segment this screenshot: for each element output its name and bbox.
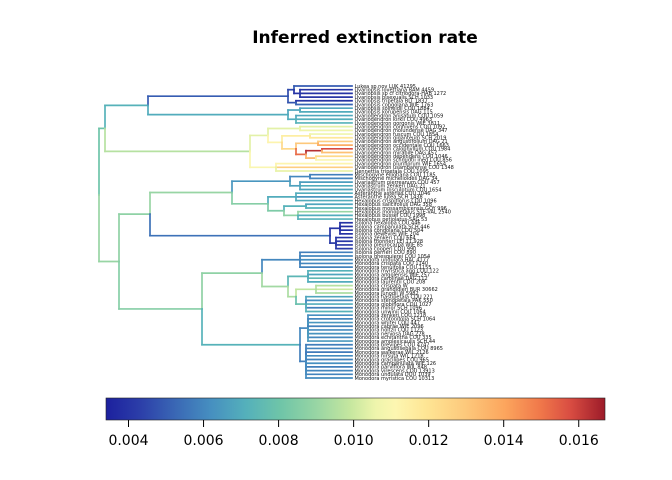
tip-label: Monodora unwinii COU 1064 xyxy=(355,309,426,315)
tip-label: Uvariodendron pluriflorum WIE 1654 xyxy=(355,161,447,167)
tip-label: Isolona pleurocarpa WIE 85 xyxy=(355,243,423,249)
tip-label: Lukea sp nov LUK 41295 xyxy=(355,84,416,90)
tip-label: Monodora junodii W 5982 xyxy=(355,291,419,297)
tip-label: Monodora walkerae WIL 2126 xyxy=(355,350,429,356)
colorbar-tick-label: 0.010 xyxy=(334,433,374,449)
tip-label: Uvariodendron gorgonis WIE 3811 xyxy=(355,121,441,127)
tip-label: Hexalobus crispiflorus COU 1096 xyxy=(355,198,437,204)
tip-label: Hexalobus petiolatus-SAG 53 xyxy=(355,217,428,223)
tip-label: Hexalobus mossambicensis GOY 996 xyxy=(355,206,447,212)
tip-label: Monodora holtzii COU 1123 xyxy=(355,328,424,334)
tip-label: Uvariopsis congolana WIE 1763 xyxy=(355,102,434,108)
tip-label: Uvariopsis bisexualis SCH 1033 xyxy=(355,95,434,101)
tip-label: Monodora nervosa DAG 228 xyxy=(355,331,425,337)
tip-label: Asteranthe lutea SCH 1438 xyxy=(355,195,423,201)
tip-label: Uvariopsis korupensis DAG 115 xyxy=(355,110,433,116)
tip-label: Uvariodendron giganteum SCH 2019 xyxy=(355,136,447,142)
tip-label: Monodora virescens COU 13913 xyxy=(355,368,435,374)
tip-label: Uvariodendron molundense DAG 347 xyxy=(355,128,448,134)
tip-label: Uvariodendron dependens COU 1046 xyxy=(355,154,448,160)
chart-title: Inferred extinction rate xyxy=(252,28,478,48)
tip-label: Monodora myristica agg COU 122 xyxy=(355,269,439,275)
tip-label: Uvariastrum zenkeri DAG 21 xyxy=(355,184,426,190)
tip-label: Uvariodendron calophyllum COU 1984 xyxy=(355,147,451,153)
tip-label: Uvariodendron mirabile DAG 457 xyxy=(355,150,438,156)
tip-label: Asteranthe asterias COU 1046 xyxy=(355,191,431,197)
tip-label: Monodora undulata HAL 4177 xyxy=(355,258,430,264)
tip-label: Isolona congolana COU 504 xyxy=(355,228,424,234)
tip-label: Monodora echitantha COU 335 xyxy=(355,335,432,341)
tip-label: Uvariodendron anisatum COU 1059 xyxy=(355,113,444,119)
tip-label: Monodora myristica COU 10313 xyxy=(355,376,435,382)
tip-label: Isolona campanulata SCH 446 xyxy=(355,224,430,230)
tip-label: Uvariastrum insculptum COU 1654 xyxy=(355,187,442,193)
tip-label: Monodora undulata DOU 1039 xyxy=(355,372,431,378)
tip-label: Monodora grandidieri BUR 30662 xyxy=(355,287,438,293)
tip-label: Monodora crotonifolia SCH 1064 xyxy=(355,317,436,323)
colorbar-tick-label: 0.006 xyxy=(184,433,224,449)
tip-label: Hexalobus salicifolius DAG 358 xyxy=(355,202,432,208)
colorbar-ticks xyxy=(128,420,580,427)
tip-label: Uvariodendron connivens COU 1092 xyxy=(355,124,446,130)
colorbar-tick-label: 0.014 xyxy=(484,433,524,449)
tip-label: Monodora angolensis WIE 257 xyxy=(355,272,431,278)
tip-label: Monodora zenkeri COU 1218 xyxy=(355,313,427,319)
tip-label: Isolona hexaloba COU 446 xyxy=(355,221,421,227)
tip-label: Monodora crispata COU 1140 xyxy=(355,261,429,267)
tip-label: Uvariodendron angustifolium DAG 21 xyxy=(355,139,448,145)
tip-label: Monodora angustisepala COU 8965 xyxy=(355,346,443,352)
tip-label: Uvariopsis lovettiana RAM 4459 xyxy=(355,87,435,93)
colorbar-tick-labels: 0.004 0.006 0.008 0.010 0.012 0.014 0.016 xyxy=(108,433,598,449)
tip-label: Isolona dewevrei WIE 204 xyxy=(355,232,420,238)
tip-label: Monodora cabrae WIE 2096 xyxy=(355,324,424,330)
tip-label: Isolona zenkeri COU 664 xyxy=(355,235,416,241)
tip-label: Uvariodendron usambarense COU 1348 xyxy=(355,165,454,171)
tip-label: Monodora laurentii COU 208 xyxy=(355,280,426,286)
tip-label: Mischogyne michelioides DAG 34 xyxy=(355,176,438,182)
tip-label: Monodora globiflora COU 1027 xyxy=(355,302,432,308)
tip-label: Hexalobus monopetalus STE-VAL 2540 xyxy=(355,209,451,215)
tip-label: Monodora brevipes COU 4747 xyxy=(355,343,430,349)
tip-label: Monodora minor SCH 1096 xyxy=(355,306,422,312)
tip-label: Uvariastrum pierreanum COU 457 xyxy=(355,180,440,186)
colorbar-gradient xyxy=(105,397,606,421)
tip-label: Monodora stenopetala PAK 550 xyxy=(355,298,433,304)
tip-label: Uvariopsis sp cf citriodora-HAB 1272 xyxy=(355,91,447,97)
tip-label: Dennettia tripetala COU 1095 xyxy=(355,169,429,175)
tip-label: Isolona ghesquierei COU 1054 xyxy=(355,254,431,260)
tip-label: Monodora crispata W xyxy=(355,283,408,289)
tip-label: Monodora tenuifolia COU 1155 xyxy=(355,265,432,271)
tip-label: Monodora amplexicaulis SCH 44 xyxy=(355,339,436,345)
tip-label: Uvariodendron kirkii COU 4963 xyxy=(355,117,433,123)
colorbar-tick-label: 0.012 xyxy=(409,433,449,449)
tip-label: Monodora parviflora WIL 848 xyxy=(355,365,427,371)
tip-label: Uvariodendron schmidtii ined COU 856 xyxy=(355,158,452,164)
tip-label: Uvariodendron fuscum COU 1854 xyxy=(355,132,439,138)
tree-branches xyxy=(98,85,353,379)
colorbar: 0.004 0.006 0.008 0.010 0.012 0.014 0.016 xyxy=(105,397,606,449)
tip-label: Hexalobus bussei COU 1998 xyxy=(355,213,426,219)
colorbar-tick-label: 0.004 xyxy=(108,433,148,449)
tip-label: Monodora whitei COU 447 xyxy=(355,320,420,326)
tip-label: Monodora campanulata WIE 126 xyxy=(355,361,437,367)
tip-label: Isolona cooperi COU 990 xyxy=(355,246,417,252)
tip-label: Monodora gracilipes COU 965 xyxy=(355,357,429,363)
tip-label: Isolona thonneri LEJ 11.928 xyxy=(355,239,424,245)
colorbar-tick-label: 0.008 xyxy=(259,433,299,449)
tip-label: Uvariopsis solheidii COU 1884 xyxy=(355,106,430,112)
tip-label: Mischogyne elliotiana COU 1185 xyxy=(355,173,436,179)
tip-label: Uvariodendron occidentale COU 1663 xyxy=(355,143,449,149)
tip-label: Monodora carolinae DAG 112 xyxy=(355,276,428,282)
tip-label: Isolona perrieri COU 890 xyxy=(355,250,416,256)
colorbar-tick-label: 0.016 xyxy=(559,433,599,449)
tip-label: Uvariopsis tripetala BLT 1837 xyxy=(355,99,428,105)
tip-label: Monodora hastipetala COU 221 xyxy=(355,294,433,300)
tip-label: Monodora hirsuta WIL 1218 xyxy=(355,354,424,360)
